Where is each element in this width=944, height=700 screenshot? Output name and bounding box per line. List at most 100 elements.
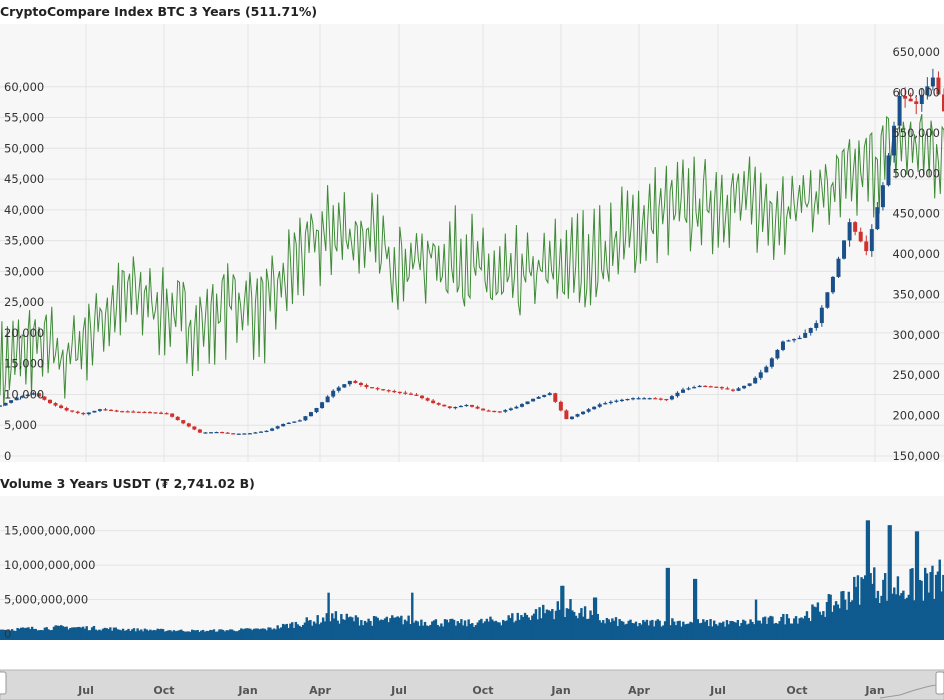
- candle-body: [325, 396, 330, 403]
- volume-bar: [818, 611, 821, 640]
- volume-bar: [833, 605, 836, 640]
- volume-bar: [60, 625, 63, 640]
- volume-bar: [360, 620, 363, 640]
- volume-bar: [376, 617, 379, 640]
- candle-body: [625, 398, 630, 401]
- volume-bar: [185, 631, 188, 640]
- candle-body: [297, 420, 302, 422]
- volume-bar: [698, 623, 701, 640]
- volume-bar: [392, 617, 396, 640]
- volume-bar: [691, 622, 694, 640]
- volume-bar: [354, 615, 358, 640]
- navigator[interactable]: Jul Oct Jan Apr Jul Oct Jan Apr Jul Oct Jan: [0, 668, 944, 700]
- volume-bar: [454, 625, 458, 640]
- volume-bar: [463, 620, 467, 640]
- volume-bar: [9, 630, 12, 640]
- candle-body: [358, 382, 363, 386]
- volume-bar: [722, 621, 725, 640]
- candle-body: [819, 307, 824, 324]
- candle-body: [769, 358, 774, 367]
- candle-body: [853, 222, 858, 232]
- candle-body: [264, 430, 269, 432]
- y-axis-tick-label: 40,000: [4, 203, 44, 217]
- volume-bar: [409, 624, 412, 640]
- volume-bar: [936, 571, 940, 640]
- volume-bar: [272, 628, 276, 640]
- volume-bar: [720, 622, 723, 640]
- volume-bar: [798, 618, 801, 640]
- volume-bar: [447, 622, 450, 640]
- candle-body: [475, 406, 480, 409]
- volume-chart[interactable]: 0 5,000,000,000 10,000,000,000 15,000,000,0…: [0, 494, 944, 654]
- volume-bar: [776, 623, 780, 640]
- volume-bar: [69, 628, 72, 640]
- candle-body: [425, 398, 430, 401]
- y-axis-tick-label: 50,000: [4, 141, 44, 155]
- volume-bar: [432, 620, 436, 640]
- volume-bar: [129, 630, 132, 640]
- volume-bar: [72, 627, 76, 640]
- volume-bar: [20, 627, 23, 640]
- volume-bar: [867, 520, 871, 640]
- volume-bar: [169, 630, 172, 640]
- volume-bar: [452, 619, 456, 640]
- volume-bar: [336, 620, 339, 640]
- candle-body: [486, 410, 491, 412]
- candle-body: [14, 397, 19, 401]
- candle-body: [875, 207, 880, 230]
- candle-body: [381, 389, 386, 391]
- volume-bar: [809, 621, 812, 640]
- y-axis-tick-label: 30,000: [4, 264, 44, 278]
- volume-bar: [418, 625, 421, 640]
- volume-bar: [234, 631, 238, 640]
- volume-bar: [758, 620, 761, 640]
- volume-bar: [656, 619, 660, 640]
- candle-body: [397, 391, 402, 393]
- candle-body: [919, 95, 924, 104]
- volume-bar: [36, 630, 39, 640]
- volume-bar: [796, 623, 800, 640]
- navigator-label: Jul: [77, 684, 94, 697]
- volume-bar: [85, 626, 88, 640]
- volume-bar: [92, 625, 96, 640]
- volume-bar: [471, 623, 474, 640]
- volume-bar: [802, 618, 805, 640]
- volume-bar: [783, 624, 787, 640]
- volume-bar: [660, 626, 663, 640]
- volume-bar: [467, 619, 470, 640]
- volume-bar: [458, 623, 461, 640]
- volume-bar: [740, 622, 743, 640]
- volume-bar: [667, 567, 670, 640]
- volume-bar: [161, 629, 165, 640]
- candle-body: [103, 409, 108, 411]
- volume-bar: [110, 630, 114, 640]
- navigator-label: Oct: [786, 684, 807, 697]
- volume-bar: [476, 622, 479, 640]
- volume-bar: [441, 626, 445, 640]
- volume-bar: [223, 631, 227, 640]
- volume-bar: [347, 617, 350, 640]
- volume-bar: [665, 567, 669, 640]
- volume-bar: [7, 629, 10, 640]
- candle-body: [97, 409, 102, 411]
- navigator-label: Apr: [309, 684, 331, 697]
- volume-bar: [765, 623, 769, 640]
- volume-bar: [243, 628, 247, 640]
- candle-body: [64, 408, 69, 411]
- volume-bar: [338, 623, 341, 640]
- volume-bar: [378, 620, 381, 640]
- volume-bar: [256, 628, 259, 640]
- candle-body: [286, 422, 291, 424]
- candle-body: [270, 428, 275, 431]
- candle-body: [331, 390, 336, 397]
- volume-bar: [100, 630, 103, 640]
- volume-bar: [190, 629, 194, 640]
- volume-bar: [918, 579, 921, 640]
- price-chart[interactable]: 0 5,000 10,000 15,000 20,000 25,000 30,000 35,0…: [0, 22, 944, 462]
- candle-body: [3, 402, 8, 406]
- volume-bar: [312, 621, 316, 640]
- volume-bar: [174, 631, 178, 640]
- candle-body: [742, 385, 747, 389]
- volume-y-tick-label: 0: [4, 627, 11, 641]
- navigator-label: Apr: [628, 684, 650, 697]
